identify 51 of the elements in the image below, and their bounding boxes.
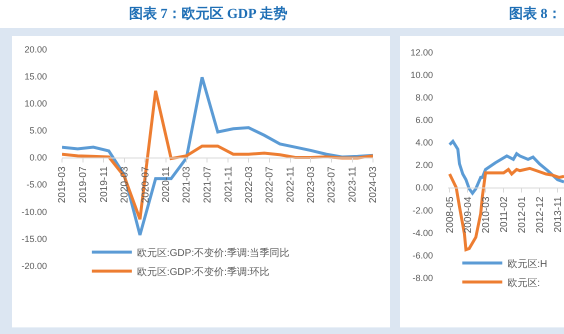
chart-title: 图表 7：欧元区 GDP 走势 xyxy=(129,6,288,22)
y-tick-label: -4.00 xyxy=(412,228,433,238)
y-tick-label: 20.00 xyxy=(24,44,47,54)
y-tick-label: -15.00 xyxy=(21,234,47,244)
y-tick-label: 6.00 xyxy=(415,114,433,125)
x-tick-label: 2022-11 xyxy=(286,166,297,202)
y-tick-label: 15.00 xyxy=(24,71,47,82)
x-tick-label: 2024-03 xyxy=(368,166,380,204)
y-tick-label: 5.00 xyxy=(29,126,47,136)
x-tick-label: 2019-07 xyxy=(78,166,90,204)
x-tick-label: 2020-11 xyxy=(161,166,172,202)
legend-label: 欧元区:H xyxy=(507,258,548,270)
legend-label: 欧元区: xyxy=(507,278,540,289)
y-tick-label: 0.00 xyxy=(415,182,433,193)
legend-label: 欧元区:GDP:不变价:季调:当季同比 xyxy=(136,247,290,260)
y-tick-label: 12.00 xyxy=(410,47,433,58)
x-tick-label: 2013-11 xyxy=(552,196,564,233)
line-series xyxy=(448,166,564,252)
x-tick-label: 2021-03 xyxy=(182,166,193,204)
y-tick-label: -10.00 xyxy=(21,206,47,217)
y-tick-label: -8.00 xyxy=(412,273,433,284)
x-tick-label: 2011-02 xyxy=(498,196,510,233)
x-tick-label: 2019-11 xyxy=(98,166,110,202)
x-tick-label: 2022-07 xyxy=(264,166,276,204)
x-tick-label: 2022-03 xyxy=(244,166,255,204)
x-tick-label: 2008-05 xyxy=(444,196,456,234)
legend-label: 欧元区:GDP:不变价:季调:环比 xyxy=(136,266,270,278)
x-tick-label: 2023-11 xyxy=(348,166,359,202)
x-tick-label: 2010-03 xyxy=(480,196,492,234)
line-series xyxy=(448,140,564,195)
x-tick-label: 2009-04 xyxy=(462,196,474,234)
y-tick-label: 8.00 xyxy=(415,92,433,102)
y-tick-label: 10.00 xyxy=(410,70,433,80)
y-tick-label: 4.00 xyxy=(415,138,433,148)
x-tick-label: 2021-11 xyxy=(223,166,234,202)
y-tick-label: 0.00 xyxy=(29,152,47,163)
chart-title: 图表 8： xyxy=(509,6,562,22)
x-tick-label: 2012-12 xyxy=(534,196,546,234)
y-tick-label: -2.00 xyxy=(412,205,433,216)
x-tick-label: 2019-03 xyxy=(57,166,68,204)
y-tick-label: -5.00 xyxy=(26,180,47,190)
x-tick-label: 2020-03 xyxy=(120,166,131,204)
y-tick-label: -6.00 xyxy=(412,250,433,260)
x-tick-label: 2020-07 xyxy=(140,166,152,204)
x-tick-label: 2023-03 xyxy=(306,166,317,204)
y-tick-label: 2.00 xyxy=(415,160,433,170)
y-tick-label: 10.00 xyxy=(24,98,47,108)
x-tick-label: 2012-01 xyxy=(516,196,528,234)
x-tick-label: 2023-07 xyxy=(326,166,338,204)
y-tick-label: -20.00 xyxy=(21,261,47,272)
x-tick-label: 2021-07 xyxy=(202,166,214,204)
